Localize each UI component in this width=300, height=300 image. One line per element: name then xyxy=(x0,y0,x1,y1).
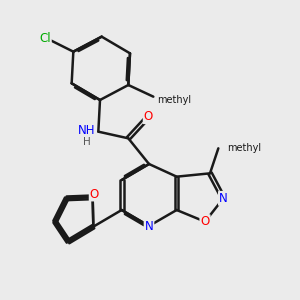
Text: methyl: methyl xyxy=(157,95,191,105)
Text: methyl: methyl xyxy=(227,143,261,153)
Text: O: O xyxy=(144,110,153,123)
Text: NH: NH xyxy=(77,124,95,136)
Text: O: O xyxy=(90,188,99,200)
Text: Cl: Cl xyxy=(39,32,51,45)
Text: O: O xyxy=(200,215,210,228)
Text: N: N xyxy=(219,192,228,205)
Text: N: N xyxy=(145,220,153,232)
Text: H: H xyxy=(83,137,91,147)
